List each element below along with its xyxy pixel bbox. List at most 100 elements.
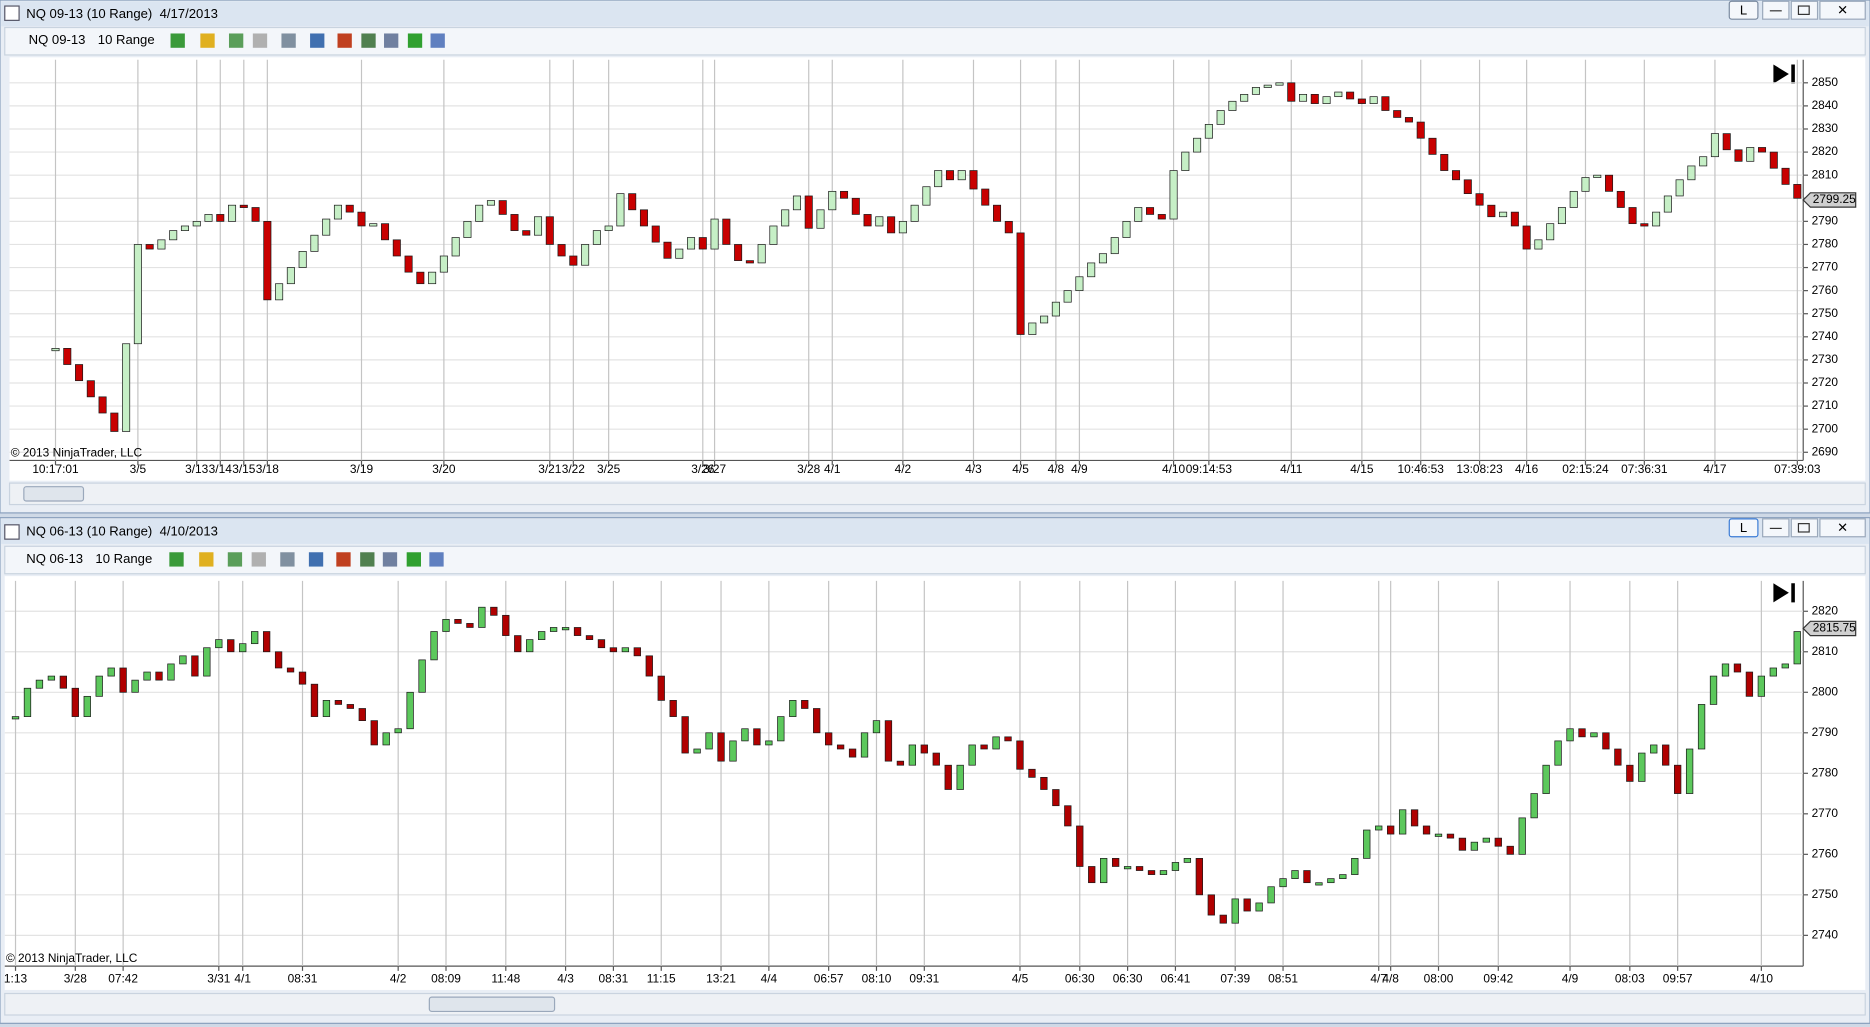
candle [1076,825,1084,867]
x-tick-label: 07:39 [1220,971,1250,985]
candle [1685,748,1694,794]
icon[interactable] [310,33,325,48]
icon[interactable] [280,552,295,567]
x-tick-label: 4/8 [1048,462,1065,476]
icon[interactable] [336,552,351,567]
candle [825,732,833,746]
icon[interactable] [406,552,421,567]
icon[interactable] [308,552,324,567]
candle [1243,898,1251,912]
y-tick-label: 2690 [1812,444,1839,458]
range-bar [1699,156,1708,167]
link-button-label[interactable]: L [1740,2,1747,17]
icon[interactable] [170,33,185,48]
chart-panel [9,57,1866,481]
maximize-glyph [1797,5,1810,15]
close-glyph[interactable]: ✕ [1837,520,1848,535]
x-tick-label: 3/26 [691,462,715,476]
x-tick-label: 3/13 [185,462,209,476]
y-tick-label: 2770 [1812,260,1839,274]
range-bar [1310,93,1319,104]
range-bar [286,267,295,285]
icon[interactable] [384,33,399,48]
range-bar [1534,239,1543,250]
x-tick-label: 10:17:01 [32,462,79,476]
range-bar [475,204,484,222]
close-glyph[interactable]: ✕ [1837,2,1848,17]
icon[interactable] [169,552,184,567]
range-bar [1110,237,1119,255]
jump-to-end[interactable] [1773,583,1795,603]
range-bar [1346,91,1355,100]
range-bar [734,244,743,261]
link-button[interactable] [1728,518,1759,538]
icon[interactable] [429,552,444,567]
x-tick-label: 3/22 [562,462,586,476]
icon[interactable] [199,552,214,567]
candle [1052,789,1060,807]
candle [131,679,139,693]
period-selector[interactable]: 10 Range [98,32,155,47]
icon[interactable] [361,33,376,48]
copyright: © 2013 NinjaTrader, LLC [6,951,138,965]
x-tick-label: 08:31 [599,971,629,985]
period-selector[interactable]: 10 Range [95,551,152,566]
candle [298,671,307,685]
scrollbar[interactable] [4,992,1866,1016]
range-bar [439,255,448,273]
scrollbar[interactable] [8,482,1866,506]
icon[interactable] [281,33,296,48]
icon[interactable] [227,552,243,567]
candle [1458,837,1467,851]
jump-to-end[interactable] [1773,64,1795,84]
icon[interactable] [252,33,268,48]
candle [370,720,378,746]
candle [1602,732,1610,750]
icon[interactable] [200,33,215,48]
x-tick-label: 11:15 [647,971,676,985]
icon[interactable] [382,552,398,567]
icon[interactable] [251,552,266,567]
icon[interactable] [430,33,445,48]
icon[interactable] [360,552,375,567]
range-bar [428,271,437,285]
range-bar [1287,82,1296,102]
candle [1793,631,1801,665]
maximize-button[interactable] [1790,0,1819,20]
range-bar [828,190,837,211]
link-button[interactable] [1728,0,1759,20]
candle [1482,837,1490,843]
candle [681,716,689,754]
x-tick-label: 4/8 [1382,971,1399,985]
candle [621,647,630,653]
close-button[interactable] [1819,0,1866,20]
range-bar [745,260,754,264]
x-tick-label: 3/5 [130,462,147,476]
range-bar [1098,253,1107,264]
x-tick-label: 07:36:31 [1621,462,1668,476]
range-bar [687,237,696,250]
scroll-thumb[interactable] [428,996,556,1013]
instrument-selector[interactable]: NQ 06-13 [26,551,83,566]
candle [1590,732,1598,738]
scroll-thumb[interactable] [23,486,85,502]
range-bar [510,214,519,231]
icon[interactable] [407,33,423,48]
icon[interactable] [337,33,352,48]
copyright: © 2013 NinjaTrader, LLC [11,445,143,459]
maximize-button[interactable] [1790,518,1819,538]
candle [191,655,199,677]
candle [59,675,67,689]
x-tick-label: 3/21 [538,462,562,476]
range-bar [804,195,813,229]
close-button[interactable] [1819,518,1866,538]
range-bar [1793,184,1802,199]
instrument-selector[interactable]: NQ 09-13 [29,32,86,47]
range-bar [875,216,884,227]
link-button-label[interactable]: L [1740,520,1747,535]
candle [860,732,869,758]
icon[interactable] [228,33,244,48]
x-tick-label: 4/4 [761,971,778,985]
range-bar [1193,137,1202,153]
candle [1363,829,1371,859]
